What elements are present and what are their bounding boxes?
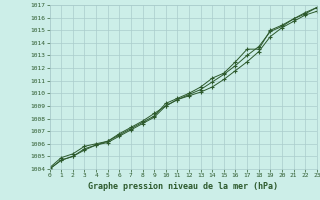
X-axis label: Graphe pression niveau de la mer (hPa): Graphe pression niveau de la mer (hPa) xyxy=(88,182,278,191)
